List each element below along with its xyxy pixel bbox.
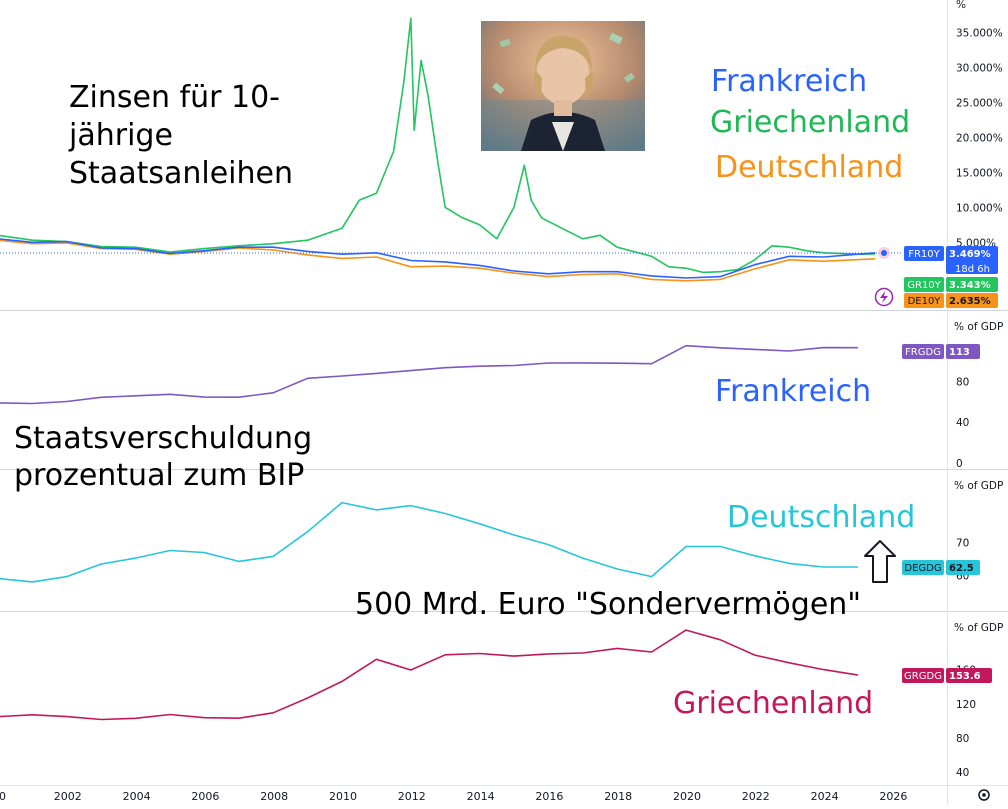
countdown-label: 18d 6h [955,264,990,275]
legend-frankreich: Frankreich [711,64,867,99]
x-tick-label: 2024 [811,790,839,803]
legend-deutschland: Deutschland [715,150,903,185]
x-tick-label: 2016 [535,790,563,803]
lightning-icon[interactable] [874,287,894,307]
sondervermoegen-annotation: 500 Mrd. Euro "Sondervermögen" [355,587,861,622]
series-value-label: 2.635% [949,296,991,307]
series-name-label: DE10Y [908,296,942,307]
y-tick-label: 70 [956,537,969,549]
series-value-label: 153.6 [949,671,981,682]
y-tick-label: 0 [956,458,963,470]
pane-label-frankreich: Frankreich [715,374,871,409]
x-tick-label: 2002 [54,790,82,803]
y-tick-label: 80 [956,733,969,745]
unit-label: % [956,0,966,11]
settings-icon[interactable] [978,789,990,801]
x-tick-label: 2022 [742,790,770,803]
x-tick-label: 2012 [398,790,426,803]
portrait-photo [481,21,645,151]
debt-title-annotation: Staatsverschuldung prozentual zum BIP [14,421,312,493]
x-tick-label: 2020 [673,790,701,803]
y-tick-label: 40 [956,417,969,429]
value-tag-de10y: DE10Y 2.635% [904,293,998,308]
y-tick-label: 10.000% [956,202,1003,214]
y-tick-label: 35.000% [956,27,1003,39]
series-value-label: 3.469% [949,249,991,260]
series-value-label: 113 [949,347,970,358]
x-tick-label: 2008 [260,790,288,803]
series-line-de10y [0,239,876,282]
series-line-fr10y [0,238,876,279]
x-tick-label: 2026 [879,790,907,803]
x-tick-label: 2006 [191,790,219,803]
last-point-marker [881,250,887,256]
up-arrow-icon [864,540,896,583]
series-name-label: FR10Y [908,249,940,260]
x-tick-label: 2010 [329,790,357,803]
x-tick-label: 2014 [467,790,495,803]
value-tag-frgdg: FRGDG 113 [902,344,980,359]
yield-title-annotation: Zinsen für 10-jährige Staatsanleihen [68,80,293,191]
x-tick-label: 00 [0,790,6,803]
unit-label: % of GDP [954,480,1003,492]
series-name-label: DEGDG [904,563,941,574]
series-name-label: GR10Y [907,280,941,291]
y-tick-label: 20.000% [956,132,1003,144]
legend-griechenland: Griechenland [710,105,910,140]
x-tick-label: 2004 [123,790,151,803]
y-tick-label: 25.000% [956,97,1003,109]
unit-label: % of GDP [954,321,1003,333]
y-tick-label: 15.000% [956,167,1003,179]
pane-label-griechenland: Griechenland [673,686,873,721]
series-line-degdg [0,501,858,583]
series-value-label: 3.343% [949,280,991,291]
value-tag-gr10y: GR10Y 3.343% [904,277,998,292]
series-name-label: GRGDG [904,671,942,682]
series-line-grgdg [0,629,859,721]
y-tick-label: 80 [956,376,969,388]
y-tick-label: 30.000% [956,62,1003,74]
pane-label-deutschland: Deutschland [727,500,915,535]
value-tag-grgdg: GRGDG 153.6 [902,668,992,683]
y-tick-label: 40 [956,767,969,779]
value-tag-degdg: DEGDG 62.5 [902,560,980,575]
series-line-gr10y [0,17,876,274]
value-tag-fr10y: FR10Y 3.469% 18d 6h [904,246,998,275]
series-name-label: FRGDG [905,347,941,358]
y-tick-label: 120 [956,699,976,711]
series-line-frgdg [0,344,859,405]
unit-label: % of GDP [954,622,1003,634]
series-value-label: 62.5 [949,563,974,574]
x-tick-label: 2018 [604,790,632,803]
